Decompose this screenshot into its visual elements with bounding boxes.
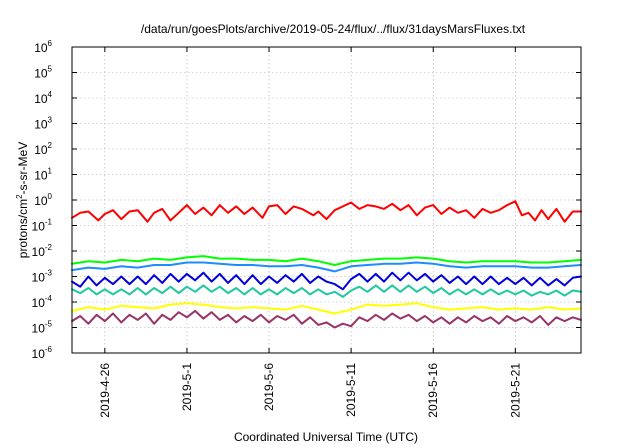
y-tick-base: 10: [32, 220, 46, 234]
y-tick-exponent: -4: [45, 294, 53, 303]
y-axis-label: protons/cm2-s-sr-MeV: [15, 142, 30, 258]
y-tick-exponent: 0: [48, 192, 53, 201]
series-lines: [71, 200, 582, 329]
x-tick-label: 2019-5-1: [180, 363, 194, 411]
y-axis-label-rest: -s-sr-MeV: [16, 142, 30, 195]
plot-frame: [71, 46, 582, 354]
series-line-lightblue: [71, 261, 582, 273]
y-tick-label: 10-4: [32, 294, 53, 310]
series-line-yellow: [71, 302, 582, 315]
y-tick-base: 10: [34, 118, 48, 132]
y-tick-base: 10: [32, 347, 46, 361]
y-tick-label: 102: [34, 141, 52, 157]
y-tick-base: 10: [34, 92, 48, 106]
series-line-green: [71, 255, 582, 266]
series-line-blue: [71, 271, 582, 291]
y-tick-label: 100: [34, 192, 52, 208]
y-tick-base: 10: [34, 67, 48, 81]
y-tick-base: 10: [34, 169, 48, 183]
y-tick-label: 10-3: [32, 269, 53, 285]
y-tick-base: 10: [32, 322, 46, 336]
x-tick-label: 2019-5-11: [344, 363, 358, 417]
y-tick-base: 10: [34, 194, 48, 208]
y-tick-base: 10: [32, 271, 46, 285]
chart-title: /data/run/goesPlots/archive/2019-05-24/f…: [141, 22, 526, 36]
y-tick-label: 106: [34, 39, 52, 55]
series-line-teal: [71, 284, 582, 298]
y-tick-label: 10-1: [32, 218, 53, 234]
y-tick-base: 10: [32, 245, 46, 259]
y-tick-label: 101: [34, 167, 52, 183]
y-tick-exponent: -5: [45, 320, 53, 329]
y-tick-exponent: 1: [48, 167, 53, 176]
y-tick-exponent: 6: [48, 39, 53, 48]
series-line-purple: [71, 309, 582, 329]
y-tick-label: 10-6: [32, 345, 53, 361]
y-tick-label: 105: [34, 65, 52, 81]
y-tick-exponent: 3: [48, 116, 53, 125]
y-tick-exponent: -6: [45, 345, 53, 354]
x-axis-label: Coordinated Universal Time (UTC): [234, 430, 418, 444]
y-tick-exponent: -2: [45, 243, 53, 252]
y-tick-exponent: 2: [48, 141, 53, 150]
y-tick-exponent: -3: [45, 269, 53, 278]
y-tick-exponent: 5: [48, 65, 53, 74]
y-tick-base: 10: [32, 296, 46, 310]
series-line-red: [71, 200, 582, 223]
x-tick-label: 2019-5-16: [426, 363, 440, 418]
x-tick-labels: 2019-4-26 2019-5-1 2019-5-6 2019-5-11 2019-5…: [98, 363, 522, 418]
y-tick-label: 10-2: [32, 243, 53, 259]
y-tick-exponent: -1: [45, 218, 53, 227]
y-tick-label: 104: [34, 90, 52, 106]
x-tick-label: 2019-4-26: [98, 363, 112, 418]
y-tick-labels: 10-610-510-410-310-210-11001011021031041…: [32, 39, 53, 361]
y-axis-label-base: protons/cm: [16, 199, 30, 258]
y-axis-label-sup: 2: [15, 194, 24, 199]
y-tick-exponent: 4: [48, 90, 53, 99]
grid-lines: [72, 46, 581, 354]
y-tick-label: 103: [34, 116, 52, 132]
y-tick-label: 10-5: [32, 320, 53, 336]
x-tick-label: 2019-5-21: [508, 363, 522, 418]
y-tick-base: 10: [34, 143, 48, 157]
y-tick-base: 10: [34, 41, 48, 55]
x-tick-label: 2019-5-6: [262, 363, 276, 411]
